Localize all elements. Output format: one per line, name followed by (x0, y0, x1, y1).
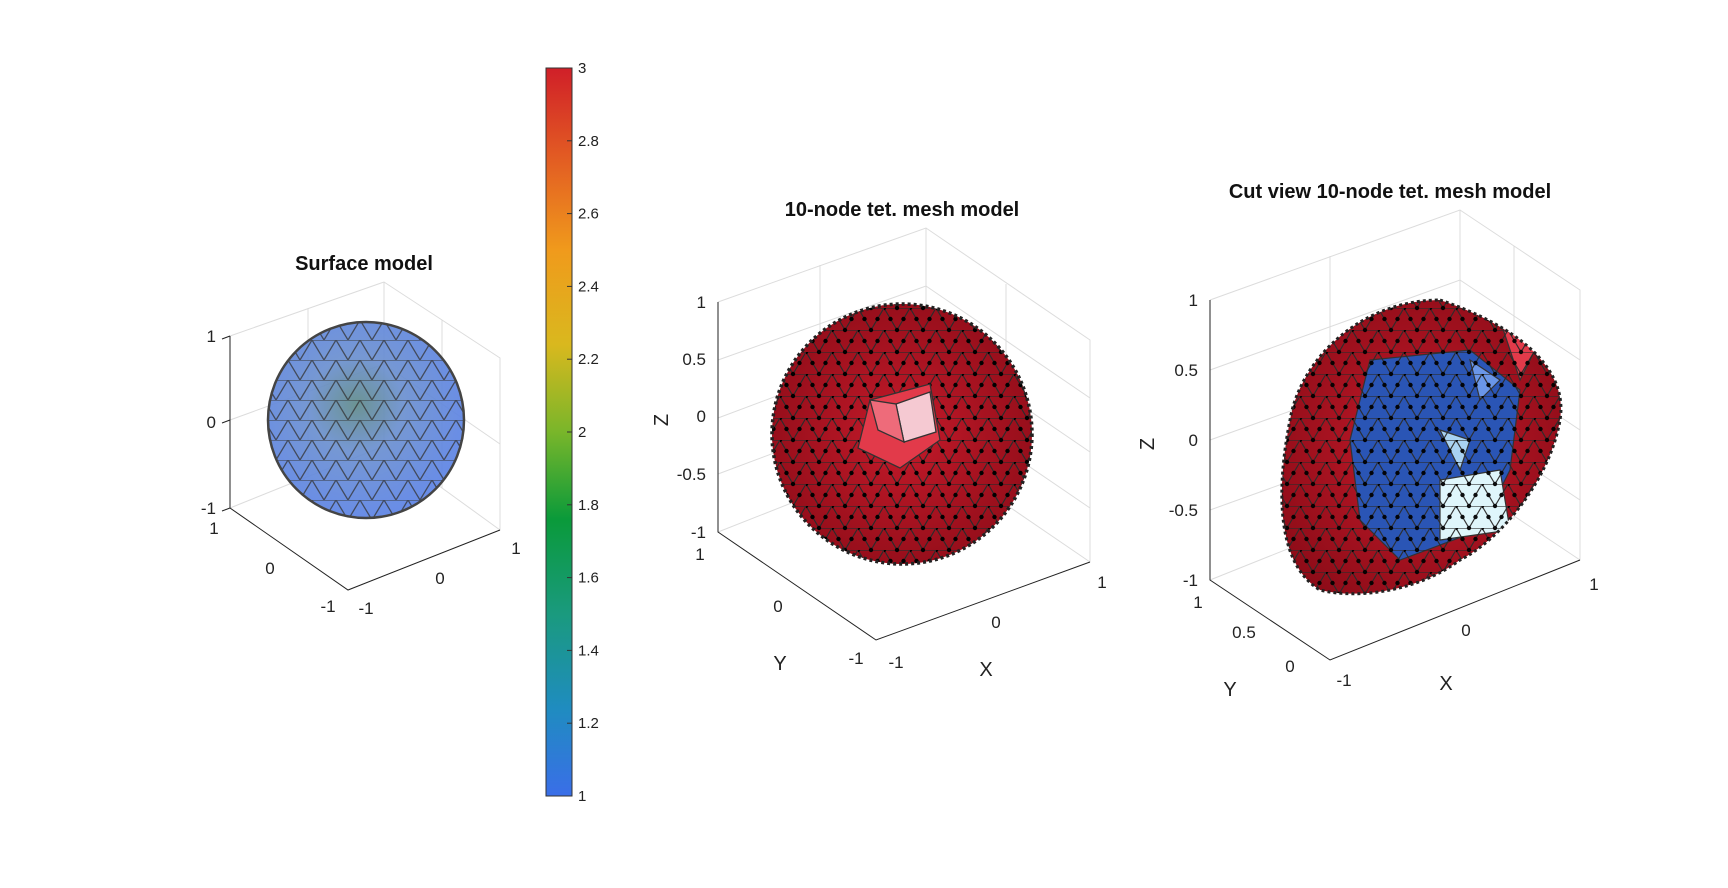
y-axis-label: Y (1223, 679, 1236, 701)
y-tick: -1 (848, 649, 863, 668)
x-tick: 0 (991, 613, 1000, 632)
y-tick: -1 (320, 597, 335, 616)
colorbar-tick-label: 2 (578, 424, 586, 441)
ticks-tet: 1 0.5 0 -0.5 -1 Z 1 0 -1 Y -1 0 1 X (651, 293, 1107, 681)
x-tick: -1 (888, 653, 903, 672)
colorbar-tick-label: 2.8 (578, 133, 599, 150)
x-tick: -1 (358, 599, 373, 618)
y-tick: 1 (695, 545, 704, 564)
colorbar-tick-label: 2.2 (578, 351, 599, 368)
z-tick: -0.5 (1169, 501, 1198, 520)
panel-title-tet-mesh: 10-node tet. mesh model (785, 199, 1020, 221)
z-tick: -1 (1183, 571, 1198, 590)
z-tick: 1 (1189, 291, 1198, 310)
z-tick: 0 (1189, 431, 1198, 450)
z-axis-label: Z (1137, 438, 1159, 450)
ticks-surface: 1 0 -1 1 0 -1 -1 0 1 (201, 327, 521, 618)
surface-mesh-lines (268, 322, 464, 518)
y-axis-label: Y (773, 653, 786, 675)
x-tick: 1 (1589, 575, 1598, 594)
x-tick: -1 (1336, 671, 1351, 690)
z-tick: 0 (697, 407, 706, 426)
colorbar-tick-label: 3 (578, 60, 586, 77)
z-tick: 0.5 (1174, 361, 1198, 380)
x-tick: 1 (1097, 573, 1106, 592)
z-tick: 0 (207, 413, 216, 432)
x-tick: 0 (1461, 621, 1470, 640)
colorbar-tick-label: 1.2 (578, 715, 599, 732)
y-tick: 0 (773, 597, 782, 616)
panel-tet-mesh: 10-node tet. mesh model 1 0.5 0 -0.5 -1 … (651, 199, 1107, 681)
z-axis-label: Z (651, 414, 673, 426)
colorbar-tick-label: 1.6 (578, 570, 599, 587)
colorbar-tick-label: 1 (578, 788, 586, 805)
tet-mesh-lines (772, 304, 1032, 564)
z-tick: -0.5 (677, 465, 706, 484)
x-tick: 0 (435, 569, 444, 588)
colorbar-tick-label: 1.4 (578, 642, 599, 659)
x-axis-label: X (1439, 673, 1452, 695)
panel-cut-view: Cut view 10-node tet. mesh model 1 0.5 0… (1137, 181, 1599, 701)
ticks-cut: 1 0.5 0 -0.5 -1 Z 1 0.5 0 Y -1 0 1 X (1137, 291, 1599, 701)
colorbar-tick-label: 2.4 (578, 278, 599, 295)
y-tick: 0.5 (1232, 623, 1256, 642)
panel-title-cut-view: Cut view 10-node tet. mesh model (1229, 181, 1551, 203)
panel-title-surface: Surface model (295, 253, 433, 275)
y-tick: 1 (1193, 593, 1202, 612)
z-tick: -1 (201, 499, 216, 518)
y-tick: 1 (209, 519, 218, 538)
x-tick: 1 (511, 539, 520, 558)
y-tick: 0 (1285, 657, 1294, 676)
z-tick: 1 (207, 327, 216, 346)
y-tick: 0 (265, 559, 274, 578)
colorbar: 3 2.8 2.6 2.4 2.2 2 1.8 1.6 1.4 1.2 1 (545, 60, 599, 805)
z-tick: 1 (697, 293, 706, 312)
z-tick: 0.5 (682, 350, 706, 369)
z-tick: -1 (691, 523, 706, 542)
x-axis-label: X (979, 659, 992, 681)
cut-mesh (1281, 300, 1561, 594)
colorbar-tick-label: 1.8 (578, 497, 599, 514)
panel-surface-model: Surface model 1 0 -1 1 0 -1 -1 0 1 (201, 253, 521, 618)
colorbar-ticks: 3 2.8 2.6 2.4 2.2 2 1.8 1.6 1.4 1.2 1 (567, 60, 599, 805)
colorbar-tick-label: 2.6 (578, 206, 599, 223)
